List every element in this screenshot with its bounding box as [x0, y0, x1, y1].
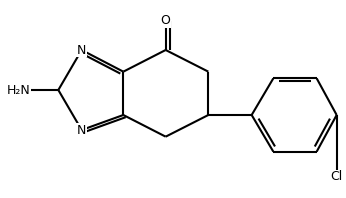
Text: Cl: Cl — [330, 170, 343, 183]
Text: N: N — [77, 124, 86, 136]
Text: N: N — [77, 44, 86, 56]
Text: O: O — [161, 14, 171, 27]
Text: H₂N: H₂N — [7, 84, 30, 96]
